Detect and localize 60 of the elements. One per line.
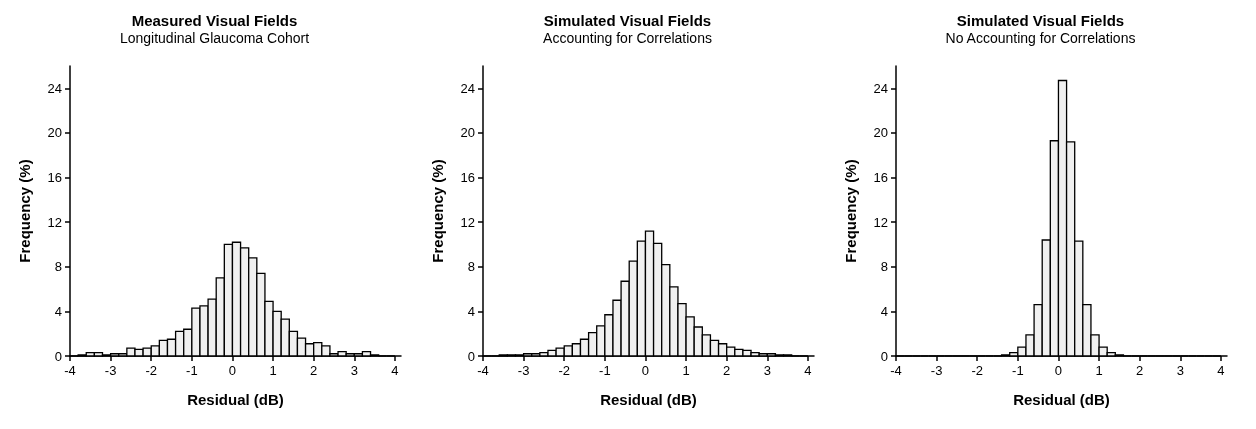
chart-subtitle: Longitudinal Glaucoma Cohort [119, 30, 310, 46]
chart-title: Measured Visual Fields [131, 12, 298, 29]
x-tick-label: 0 [1054, 363, 1063, 378]
x-tick-label: -4 [890, 363, 902, 378]
y-axis-title: Frequency (%) [429, 159, 446, 263]
x-tick-label: -3 [104, 363, 117, 378]
y-tick-label: 16 [47, 170, 62, 186]
x-tick-label: 4 [391, 363, 399, 378]
y-tick-label: 0 [467, 348, 475, 364]
x-tick-label: 4 [804, 363, 812, 378]
x-tick-label: 1 [1095, 363, 1103, 378]
y-axis-title: Frequency (%) [16, 159, 33, 263]
y-tick-label: 12 [47, 214, 62, 230]
y-tick-label: 4 [467, 303, 475, 319]
chart-title: Simulated Visual Fields [543, 12, 712, 29]
y-tick-label: 24 [47, 80, 62, 96]
x-tick-label: 3 [350, 363, 358, 378]
chart-title: Simulated Visual Fields [956, 12, 1125, 29]
y-tick-label: 0 [880, 348, 888, 364]
x-tick-label: -3 [517, 363, 530, 378]
y-tick-label: 12 [873, 214, 888, 230]
y-tick-label: 4 [54, 303, 62, 319]
y-tick-label: 16 [460, 170, 475, 186]
x-tick-label: -2 [145, 363, 158, 378]
chart-subtitle: Accounting for Correlations [543, 30, 712, 46]
y-tick-label: 12 [460, 214, 475, 230]
x-axis-title: Residual (dB) [1013, 391, 1110, 408]
x-tick-label: -1 [1012, 363, 1024, 378]
y-tick-label: 20 [460, 125, 475, 141]
x-tick-label: 4 [1217, 363, 1225, 378]
x-tick-label: -3 [930, 363, 943, 378]
y-tick-label: 16 [873, 170, 888, 186]
x-tick-label: 0 [228, 363, 237, 378]
x-tick-label: -2 [971, 363, 984, 378]
x-tick-label: 1 [269, 363, 277, 378]
x-axis-title: Residual (dB) [187, 391, 284, 408]
x-tick-label: -1 [599, 363, 611, 378]
chart-subtitle: No Accounting for Correlations [945, 30, 1136, 46]
x-tick-label: 2 [310, 363, 318, 378]
x-tick-label: 2 [723, 363, 731, 378]
y-tick-label: 24 [873, 80, 888, 96]
x-tick-label: 3 [1176, 363, 1184, 378]
y-tick-label: 20 [47, 125, 62, 141]
x-tick-label: -1 [186, 363, 198, 378]
y-tick-label: 8 [54, 259, 62, 275]
y-tick-label: 24 [460, 80, 475, 96]
x-tick-label: 1 [682, 363, 690, 378]
x-tick-label: 3 [763, 363, 771, 378]
y-tick-label: 4 [880, 303, 888, 319]
x-tick-label: 0 [641, 363, 650, 378]
y-tick-label: 0 [54, 348, 62, 364]
x-tick-label: -4 [477, 363, 489, 378]
y-tick-label: 20 [873, 125, 888, 141]
x-tick-label: 2 [1136, 363, 1144, 378]
y-tick-label: 8 [880, 259, 888, 275]
y-axis-title: Frequency (%) [842, 159, 859, 263]
x-axis-title: Residual (dB) [600, 391, 697, 408]
y-tick-label: 8 [467, 259, 475, 275]
x-tick-label: -4 [64, 363, 76, 378]
x-tick-label: -2 [558, 363, 571, 378]
